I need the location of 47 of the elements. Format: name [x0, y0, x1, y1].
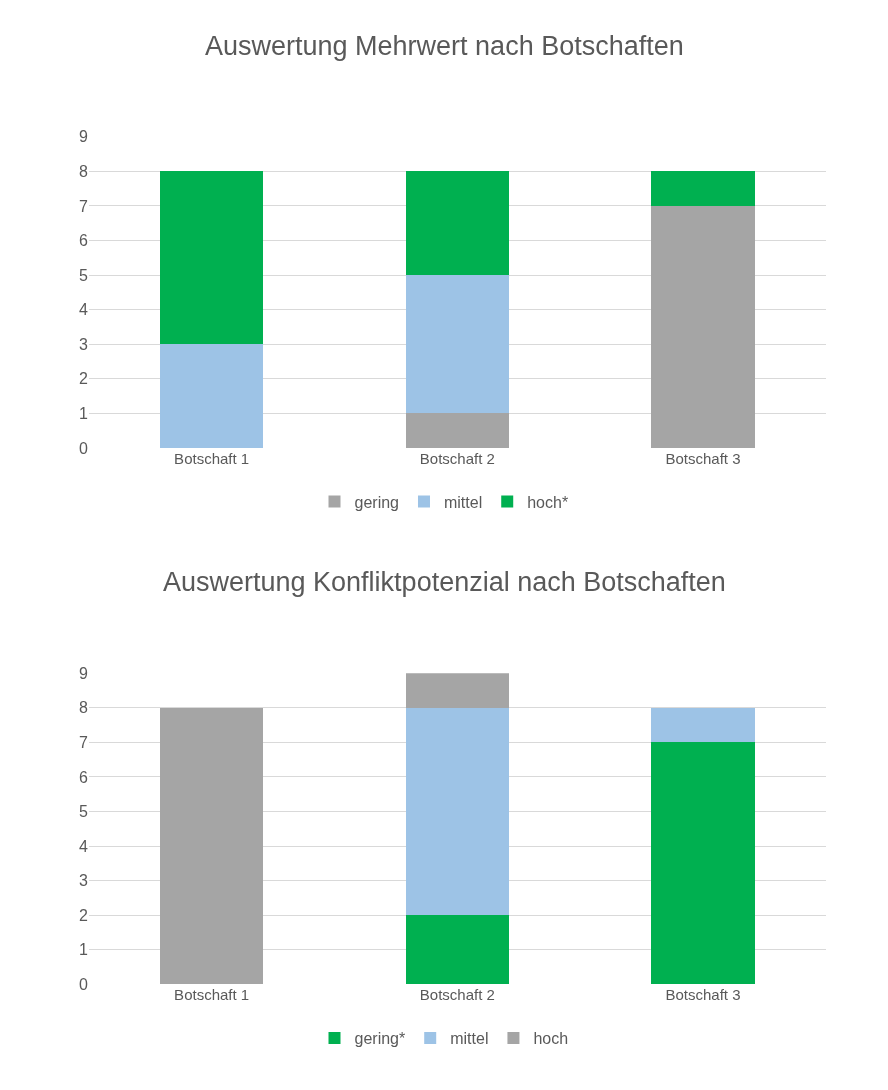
- bar: [405, 171, 509, 276]
- y-tick-label: 9: [78, 128, 88, 146]
- legend-label: mittel: [450, 1030, 489, 1048]
- legend-label: hoch*: [527, 493, 569, 511]
- bar: [160, 707, 264, 985]
- y-tick-label: 8: [78, 699, 88, 717]
- bar: [160, 171, 264, 345]
- bar: [405, 673, 509, 708]
- x-tick-label: Botschaft 1: [174, 449, 250, 467]
- bar: [405, 707, 509, 916]
- y-tick-label: 4: [78, 837, 88, 855]
- bar: [405, 915, 509, 985]
- bar: [405, 275, 509, 414]
- x-tick-label: Botschaft 1: [174, 986, 250, 1004]
- y-tick-label: 7: [78, 197, 88, 215]
- y-tick-label: 7: [78, 734, 88, 752]
- y-tick-label: 0: [78, 976, 88, 994]
- bar: [651, 742, 755, 985]
- y-tick-label: 0: [78, 439, 88, 457]
- y-tick-label: 2: [78, 370, 88, 388]
- legend-label: gering: [354, 493, 399, 511]
- y-tick-label: 5: [78, 803, 88, 821]
- y-tick-label: 1: [78, 941, 88, 959]
- y-tick-label: 8: [78, 162, 88, 180]
- x-tick-label: Botschaft 2: [419, 449, 495, 467]
- bar: [160, 344, 264, 448]
- y-tick-label: 3: [78, 872, 88, 890]
- x-tick-label: Botschaft 2: [419, 986, 495, 1004]
- y-tick-label: 1: [78, 404, 88, 422]
- bar: [651, 171, 755, 206]
- y-tick-label: 6: [78, 768, 88, 786]
- x-tick-label: Botschaft 3: [665, 986, 741, 1004]
- y-tick-label: 9: [78, 664, 88, 682]
- chart-title: Auswertung Konfliktpotenzial nach Botschaften: [163, 567, 726, 597]
- x-tick-label: Botschaft 3: [665, 449, 741, 467]
- legend-label: hoch: [533, 1030, 569, 1048]
- y-tick-label: 6: [78, 232, 88, 250]
- legend-label: mittel: [443, 493, 483, 511]
- legend-label: gering*: [354, 1030, 406, 1048]
- y-tick-label: 3: [78, 335, 88, 353]
- bar: [651, 707, 755, 743]
- y-tick-label: 4: [78, 301, 88, 319]
- chart-title: Auswertung Mehrwert nach Botschaften: [205, 31, 684, 61]
- bar: [405, 413, 509, 448]
- y-tick-label: 5: [78, 266, 88, 284]
- bar: [651, 205, 755, 448]
- y-tick-label: 2: [78, 906, 88, 924]
